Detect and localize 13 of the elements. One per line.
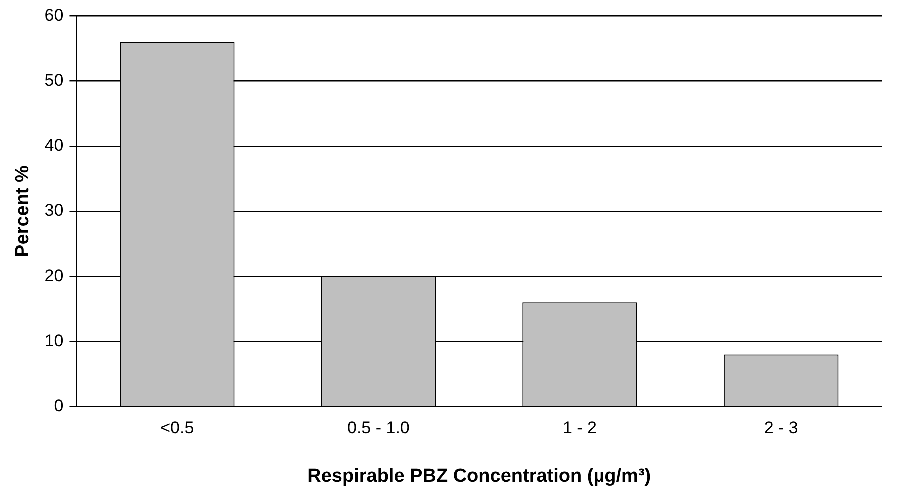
x-tick-label: 2 - 3 — [764, 418, 798, 438]
y-tick-label: 10 — [44, 331, 64, 350]
y-tick-label: 30 — [44, 201, 64, 220]
x-axis-title: Respirable PBZ Concentration (µg/m³) — [308, 466, 652, 487]
y-tick-label: 40 — [44, 136, 64, 156]
y-tick-label: 0 — [54, 396, 64, 416]
y-tick-label: 60 — [44, 6, 64, 25]
x-tick-label: <0.5 — [160, 418, 194, 438]
y-tick-label: 50 — [44, 70, 64, 90]
x-tick-label: 0.5 - 1.0 — [348, 418, 410, 438]
x-tick-label: 1 - 2 — [563, 418, 598, 438]
y-tick-label: 20 — [44, 266, 64, 286]
y-axis-title: Percent % — [12, 165, 34, 258]
